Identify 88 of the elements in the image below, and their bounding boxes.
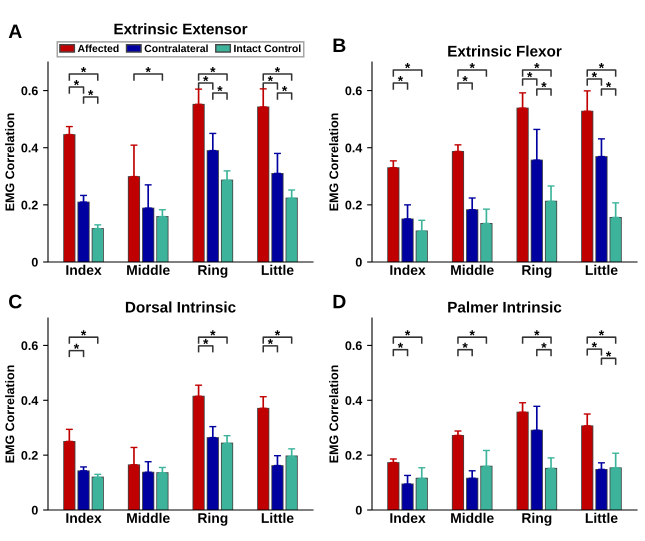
annotation: * (146, 67, 151, 72)
y-tick-label: 0.6 (345, 86, 362, 96)
text: A (8, 24, 22, 38)
text: C (9, 294, 22, 308)
y-tick-label: 0.4 (345, 396, 362, 405)
x-tick-label: Index (390, 264, 426, 275)
annotation: * (598, 63, 604, 68)
x-tick-label: Ring (198, 264, 228, 278)
x-tick-label: Little (262, 512, 294, 523)
annotation: * (462, 342, 468, 348)
x-tick-label: Middle (451, 512, 494, 523)
chart-title: Extrinsic Extensor (114, 23, 248, 34)
annotation: * (606, 82, 612, 88)
annotation: * (88, 90, 94, 96)
annotation: * (203, 338, 208, 344)
x-tick-label: Index (66, 512, 102, 523)
annotation: * (404, 330, 410, 336)
legend-label: Affected (78, 44, 119, 52)
annotation: * (268, 76, 274, 82)
x-tick-label: Little (586, 264, 618, 275)
chart-title: Palmer Intrinsic (448, 301, 562, 313)
bar (387, 462, 400, 510)
annotation: * (541, 342, 547, 348)
x-tick-label: Middle (451, 264, 494, 275)
bar (156, 472, 169, 510)
y-tick-label: 0 (32, 506, 38, 515)
annotation: * (217, 86, 223, 92)
annotation: * (470, 63, 475, 68)
annotation: * (470, 330, 475, 336)
legend-label: Intact Control (234, 44, 300, 52)
x-tick-label: Ring (198, 512, 228, 526)
annotation: * (598, 330, 604, 336)
y-tick-label: 0.4 (21, 396, 38, 405)
legend-label: Contralateral (144, 44, 208, 52)
annotation: * (80, 330, 86, 336)
annotation: * (80, 67, 86, 72)
x-tick-label: Index (390, 512, 426, 523)
y-tick-label: 0.2 (345, 200, 362, 210)
y-tick-label: 0.2 (345, 450, 362, 460)
y-tick-label: 0 (32, 258, 38, 267)
annotation: * (74, 344, 80, 349)
y-tick-label: 0.2 (21, 450, 38, 460)
y-tick-label: 0 (356, 258, 362, 267)
bar (92, 476, 104, 510)
annotation: * (398, 342, 404, 348)
x-tick-label: Ring (522, 264, 552, 278)
y-tick-label: 0.4 (21, 144, 38, 152)
y-tick-label: 0.6 (345, 341, 362, 350)
annotation: * (274, 67, 280, 72)
annotation: * (274, 330, 280, 336)
bar (92, 228, 104, 262)
chart-title: Dorsal Intrinsic (126, 301, 236, 313)
y-tick-label: 0.4 (345, 144, 362, 152)
chart-title: Extrinsic Flexor (448, 45, 562, 57)
annotation: * (462, 76, 468, 82)
y-tick-label: 0.6 (21, 86, 38, 96)
annotation: * (592, 72, 598, 78)
x-tick-label: Little (586, 512, 618, 523)
x-tick-label: Ring (522, 512, 552, 526)
text: B (334, 38, 346, 52)
annotation: * (606, 351, 612, 357)
y-tick-label: 0.6 (21, 341, 38, 350)
annotation: * (592, 342, 598, 348)
annotation: * (527, 72, 532, 78)
annotation: * (210, 67, 216, 72)
annotation: * (404, 63, 410, 68)
annotation: * (534, 63, 540, 68)
y-tick-label: 0 (356, 506, 362, 515)
annotation: * (534, 330, 540, 336)
x-tick-label: Middle (127, 264, 170, 275)
y-axis-title: EMG Correlation (329, 365, 338, 462)
y-axis-title: EMG Correlation (5, 113, 14, 210)
y-axis-title: EMG Correlation (5, 365, 14, 462)
annotation: * (74, 80, 80, 86)
annotation: * (398, 76, 404, 82)
x-tick-label: Index (66, 264, 102, 275)
annotation: * (541, 82, 547, 88)
text: D (334, 294, 346, 308)
y-tick-label: 0.2 (21, 200, 38, 210)
y-axis-title: EMG Correlation (329, 113, 338, 210)
annotation: * (282, 86, 288, 92)
bar (77, 470, 90, 510)
annotation: * (268, 338, 274, 344)
x-tick-label: Little (262, 264, 294, 275)
x-tick-label: Middle (127, 512, 170, 523)
annotation: * (210, 330, 216, 336)
annotation: * (203, 76, 208, 82)
bar (452, 434, 464, 510)
